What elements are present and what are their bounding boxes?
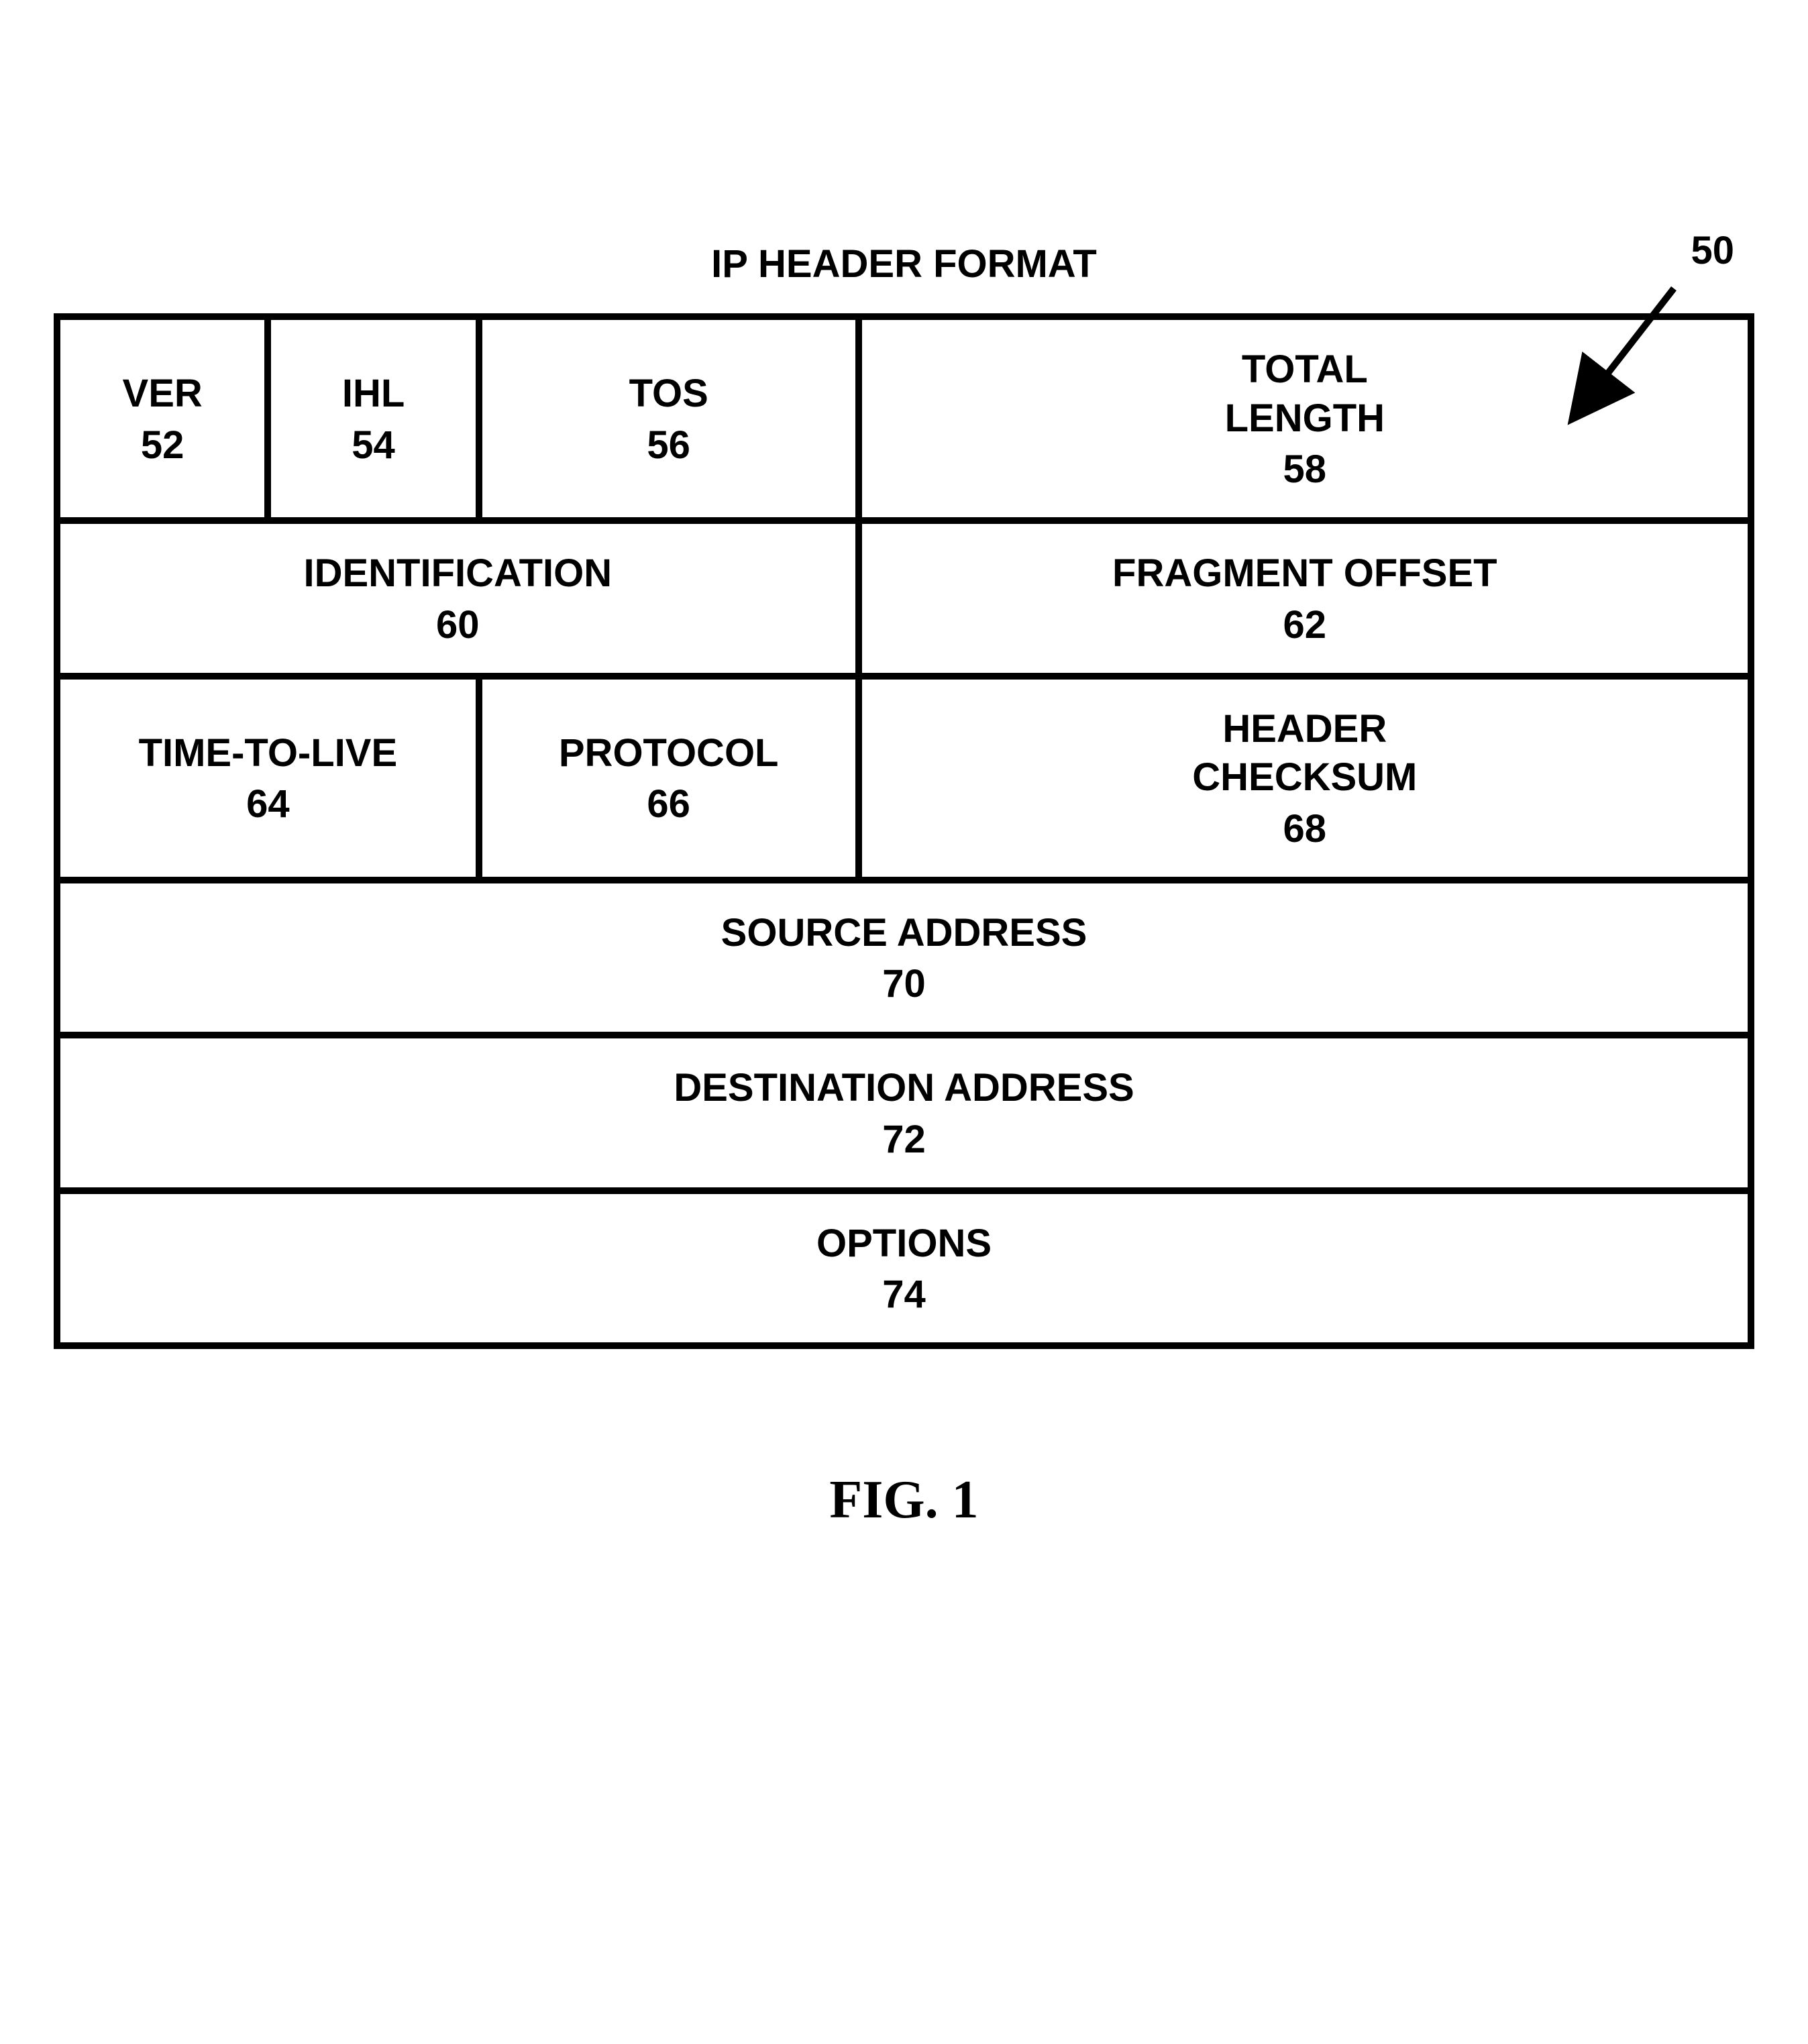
cell-number: 62: [1283, 602, 1327, 647]
cell-destination-address: DESTINATION ADDRESS 72: [60, 1038, 1748, 1187]
reference-number: 50: [1691, 228, 1734, 273]
cell-label: VER: [123, 370, 203, 419]
table-row: TIME-TO-LIVE 64 PROTOCOL 66 HEADERCHECKS…: [60, 680, 1748, 883]
table-row: VER 52 IHL 54 TOS 56 TOTALLENGTH 58: [60, 320, 1748, 524]
cell-label: IHL: [342, 370, 405, 419]
cell-number: 60: [436, 602, 480, 647]
diagram-title: IP HEADER FORMAT: [54, 241, 1754, 286]
table-row: IDENTIFICATION 60 FRAGMENT OFFSET 62: [60, 524, 1748, 680]
cell-ihl: IHL 54: [271, 320, 482, 517]
cell-header-checksum: HEADERCHECKSUM 68: [862, 680, 1748, 877]
cell-label: TOS: [629, 370, 708, 419]
cell-protocol: PROTOCOL 66: [482, 680, 862, 877]
cell-number: 52: [141, 423, 184, 468]
cell-label: SOURCE ADDRESS: [721, 909, 1087, 958]
cell-identification: IDENTIFICATION 60: [60, 524, 862, 673]
cell-number: 56: [647, 423, 690, 468]
diagram-container: 50 IP HEADER FORMAT VER 52 IHL 54 TOS 56: [54, 241, 1754, 1531]
cell-fragment-offset: FRAGMENT OFFSET 62: [862, 524, 1748, 673]
cell-label: PROTOCOL: [559, 729, 779, 778]
table-row: DESTINATION ADDRESS 72: [60, 1038, 1748, 1194]
cell-number: 66: [647, 782, 690, 826]
cell-number: 54: [352, 423, 395, 468]
reference-arrow: [1560, 275, 1694, 429]
cell-number: 58: [1283, 447, 1327, 492]
figure-caption: FIG. 1: [54, 1470, 1754, 1531]
cell-source-address: SOURCE ADDRESS 70: [60, 883, 1748, 1032]
cell-options: OPTIONS 74: [60, 1194, 1748, 1343]
cell-label: IDENTIFICATION: [303, 549, 612, 598]
cell-number: 74: [882, 1272, 926, 1317]
cell-label: OPTIONS: [816, 1220, 992, 1269]
cell-ttl: TIME-TO-LIVE 64: [60, 680, 482, 877]
cell-label: DESTINATION ADDRESS: [674, 1064, 1134, 1113]
cell-label: HEADERCHECKSUM: [1192, 705, 1417, 802]
cell-number: 72: [882, 1117, 926, 1162]
table-row: OPTIONS 74: [60, 1194, 1748, 1343]
cell-ver: VER 52: [60, 320, 271, 517]
cell-number: 64: [246, 782, 290, 826]
cell-number: 68: [1283, 806, 1327, 851]
ip-header-table: VER 52 IHL 54 TOS 56 TOTALLENGTH 58 IDEN…: [54, 313, 1754, 1349]
cell-label: TIME-TO-LIVE: [139, 729, 398, 778]
cell-number: 70: [882, 961, 926, 1006]
cell-label: TOTALLENGTH: [1225, 345, 1385, 443]
table-row: SOURCE ADDRESS 70: [60, 883, 1748, 1039]
cell-tos: TOS 56: [482, 320, 862, 517]
cell-label: FRAGMENT OFFSET: [1112, 549, 1497, 598]
